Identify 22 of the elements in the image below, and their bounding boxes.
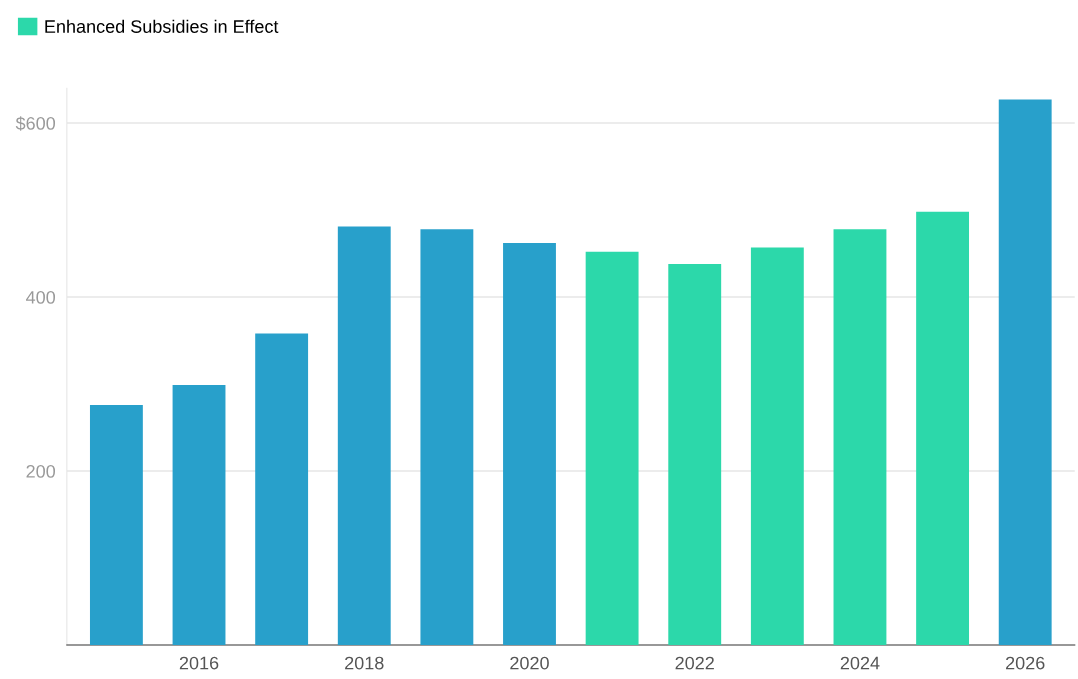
bar <box>998 99 1052 646</box>
bar <box>172 384 226 646</box>
x-tick-label: 2018 <box>345 656 384 670</box>
legend-label: Enhanced Subsidies in Effect <box>45 19 279 33</box>
x-tick-label: 2020 <box>510 656 549 670</box>
bar <box>420 229 474 646</box>
bar <box>255 333 309 646</box>
x-tick-label: 2026 <box>1006 656 1045 670</box>
x-tick-label: 2022 <box>675 656 714 670</box>
y-tick-label: $600 <box>15 116 56 131</box>
x-tick-label: 2024 <box>840 656 880 670</box>
y-tick-label: 200 <box>26 464 56 478</box>
bar <box>585 251 639 646</box>
x-tick-label: 2016 <box>179 656 219 670</box>
bar <box>337 226 391 646</box>
bar <box>833 229 887 646</box>
bar <box>668 264 722 646</box>
bar <box>916 211 970 646</box>
y-tick-label: 400 <box>26 291 56 304</box>
bar <box>503 243 556 646</box>
bar <box>750 247 804 646</box>
bar <box>89 404 143 646</box>
